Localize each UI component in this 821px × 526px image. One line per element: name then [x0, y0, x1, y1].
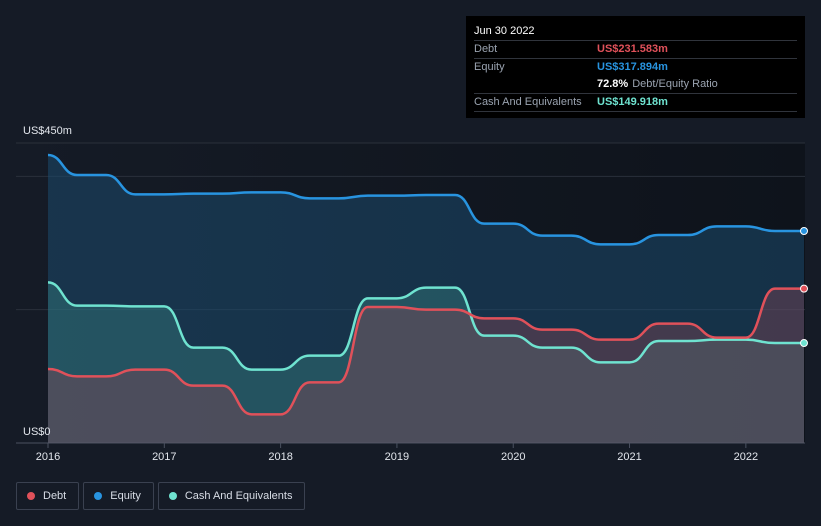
tooltip-cash-value: US$149.918m: [597, 96, 668, 108]
series-lines: [47, 153, 804, 416]
tooltip-panel: Jun 30 2022 Debt US$231.583m Equity US$3…: [466, 16, 805, 118]
legend-item-debt[interactable]: Debt: [16, 482, 80, 510]
legend-item-cash[interactable]: Cash And Equivalents: [157, 482, 306, 510]
legend-equity-dot-icon: [94, 492, 103, 500]
x-tick-label: 2021: [617, 451, 641, 463]
x-tick-label: 2017: [152, 451, 176, 463]
debt-end-point: [800, 284, 808, 293]
debt-line: [47, 287, 804, 416]
tooltip-cash-row: Cash And Equivalents US$149.918m: [474, 93, 797, 112]
tooltip-ratio-row: 72.8% Debt/Equity Ratio: [474, 76, 797, 93]
x-tick-label: 2019: [385, 451, 409, 463]
legend-cash-dot-icon: [168, 492, 177, 500]
tooltip-ratio-spacer: [474, 76, 597, 93]
tooltip-debt-value: US$231.583m: [597, 43, 668, 55]
x-tick-label: 2018: [268, 451, 292, 463]
axes: US$450m US$0: [23, 125, 72, 438]
tooltip-equity-row: Equity US$317.894m: [474, 58, 797, 76]
equity-line: [47, 153, 804, 246]
tooltip-cash-label: Cash And Equivalents: [474, 96, 582, 108]
legend-cash-label: Cash And Equivalents: [184, 490, 293, 502]
equity-end-point: [800, 227, 808, 235]
tooltip-equity-label: Equity: [474, 61, 505, 73]
legend-debt-dot-icon: [27, 492, 35, 500]
legend-debt-label: Debt: [43, 490, 67, 502]
tooltip-equity-value: US$317.894m: [597, 61, 668, 73]
cash-and-equivalents-line: [47, 281, 804, 371]
legend-equity-label: Equity: [110, 490, 141, 502]
y-axis-bottom-label: US$0: [23, 426, 51, 438]
legend-item-equity[interactable]: Equity: [83, 482, 154, 510]
cash-and-equivalents-end-point: [800, 339, 808, 348]
series-areas: [48, 155, 804, 443]
series-end-markers: [800, 227, 808, 348]
tooltip-date: Jun 30 2022: [474, 25, 535, 37]
x-axis-ticks: 2016 2017 2018 2019 2020 2021 2022: [36, 443, 758, 463]
x-tick-label: 2020: [501, 451, 525, 463]
x-tick-label: 2022: [734, 451, 758, 463]
tooltip-ratio-label: Debt/Equity Ratio: [632, 78, 718, 90]
tooltip-debt-row: Debt US$231.583m: [474, 40, 797, 58]
tooltip-ratio-value: 72.8%: [597, 78, 629, 90]
tooltip-debt-label: Debt: [474, 43, 498, 55]
chart-legend: Debt Equity Cash And Equivalents: [16, 482, 306, 510]
cash-and-equivalents-area: [48, 282, 804, 443]
y-axis-top-label: US$450m: [23, 125, 72, 137]
x-tick-label: 2016: [36, 451, 60, 463]
equity-area: [48, 155, 804, 443]
debt-area: [48, 288, 804, 443]
